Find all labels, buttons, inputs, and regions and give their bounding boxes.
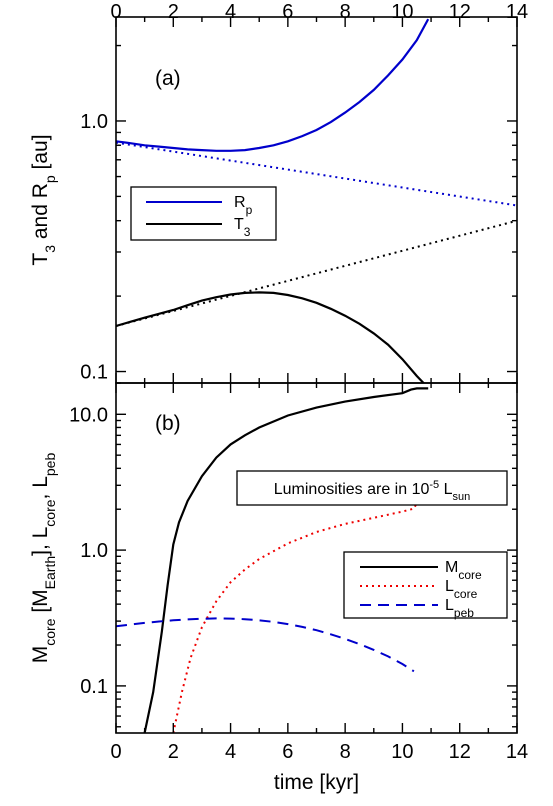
bottom-x-tick-label: 2: [168, 741, 179, 763]
bottom-x-tick-label: 12: [449, 741, 471, 763]
panel-label: (a): [155, 67, 181, 90]
top-x-tick-label: 14: [506, 1, 528, 23]
series-line-mcore: [143, 387, 429, 733]
luminosity-note: Luminosities are in 10-5 Lsun: [236, 470, 508, 506]
note-box: [236, 470, 508, 506]
top-x-tick-label: 8: [340, 1, 351, 23]
panel-label: (b): [155, 412, 181, 435]
bottom-x-tick-label: 10: [391, 741, 413, 763]
series-line-rp: [116, 18, 430, 152]
panel-b: 0.1 1.0 10.0 (b) Mcore [MEarth], Lcore, Lpeb…: [29, 382, 518, 734]
series-line-lpeb: [116, 617, 415, 673]
bottom-x-tick-label: 14: [506, 741, 528, 763]
top-x-tick-label: 12: [449, 1, 471, 23]
x-axis-title: time [kyr]: [274, 771, 359, 794]
y-axis-title: Mcore [MEarth], Lcore, Lpeb: [29, 453, 58, 664]
top-x-tick-label: 10: [391, 1, 413, 23]
top-x-tick-label: 0: [110, 1, 121, 23]
top-x-tick-label: 6: [282, 1, 293, 23]
series-line-t3: [116, 291, 426, 383]
top-x-tick-label: 2: [168, 1, 179, 23]
y-tick-label: 10.0: [69, 404, 108, 426]
y-axis-title: T3 and Rp [au]: [29, 134, 58, 265]
series-line-rp-dotted: [116, 141, 517, 207]
y-tick-label: 1.0: [80, 111, 108, 133]
bottom-x-tick-label: 6: [282, 741, 293, 763]
y-tick-label: 0.1: [80, 676, 108, 698]
series-line-lcore: [172, 500, 429, 733]
legend-box: [130, 186, 277, 241]
top-x-tick-label: 4: [225, 1, 236, 23]
bottom-x-tick-label: 4: [225, 741, 236, 763]
y-tick-label: 0.1: [80, 362, 108, 384]
y-tick-label: 1.0: [80, 540, 108, 562]
bottom-x-tick-label: 8: [340, 741, 351, 763]
legend-box: [343, 551, 508, 619]
bottom-x-tick-label: 0: [110, 741, 121, 763]
